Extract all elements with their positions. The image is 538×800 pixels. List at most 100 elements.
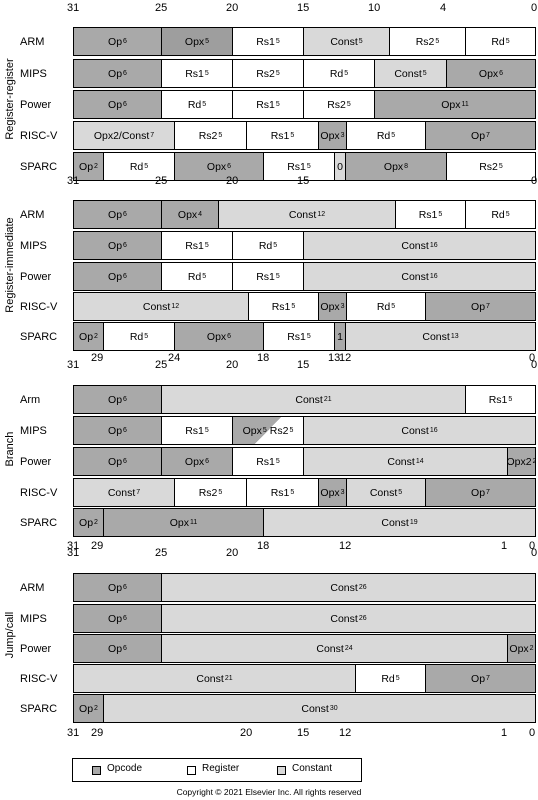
- register-immediate-mips-field-op: Op 6: [73, 231, 162, 260]
- jump-call-sparc-field-text: Op: [79, 702, 94, 715]
- jump-call-arm-field-width: 26: [358, 584, 367, 591]
- branch-sparc-field-text: Opx: [169, 516, 189, 529]
- register-immediate-mips-field-rs1: Rs1 5: [161, 231, 233, 260]
- branch-risc-v-field-text: Op: [471, 486, 486, 499]
- register-register-arm-field-const: Const 5: [303, 27, 390, 56]
- branch-mips-field-text: Const: [401, 424, 429, 437]
- register-immediate-mips-field-width: 5: [273, 242, 278, 249]
- branch-risc-v-field-width: 5: [290, 489, 295, 496]
- branch-power-field-text: Rs1: [256, 455, 275, 468]
- register-register-risc-v-field-text: Rs1: [270, 129, 290, 142]
- register-immediate-risc-v-field-text: Op: [471, 300, 486, 313]
- jump-call-mips-field-text: Const: [330, 612, 358, 625]
- register-register-arm-field-text: Opx: [184, 35, 205, 48]
- register-immediate-risc-v-field-width: 5: [291, 303, 296, 310]
- branch-arm-field-text: Rs1: [488, 393, 508, 406]
- branch-arm-field-width: 21: [323, 396, 332, 403]
- jump-call-arm-field-op: Op 6: [73, 573, 162, 602]
- register-register-risc-v-field-width: 5: [218, 132, 223, 139]
- branch-mips-field-text: Rs2: [269, 424, 289, 437]
- branch-power-field-width: 5: [275, 458, 280, 465]
- jump-call-power-field-text: Const: [316, 642, 344, 655]
- register-register-power-field-opx: Opx 11: [374, 90, 536, 119]
- register-register-arm-field-width: 5: [435, 38, 440, 45]
- jump-call-arm-field-text: Const: [330, 581, 358, 594]
- register-register-sparc-field-text: Opx: [383, 160, 404, 173]
- register-register-mips-field-text: Rd: [329, 67, 344, 80]
- register-register-row-label-sparc: SPARC: [20, 161, 58, 173]
- register-register-sparc-field-opx: Opx 8: [345, 152, 447, 181]
- branch-bottom-tick: 18: [257, 540, 270, 552]
- register-register-power-field-width: 11: [461, 101, 469, 108]
- register-immediate-sparc-field-text: 1: [337, 330, 343, 343]
- jump-call-row-label-mips: MIPS: [20, 613, 47, 625]
- register-immediate-power-field-width: 16: [429, 273, 438, 280]
- jump-call-arm-field-const: Const 26: [161, 573, 536, 602]
- register-immediate-sparc-field-width: 13: [450, 333, 459, 340]
- register-immediate-sparc-field-text: Const: [422, 330, 450, 343]
- branch-power-field-text: Opx: [184, 455, 205, 468]
- register-immediate-sparc-field-text: Rs1: [287, 330, 306, 343]
- register-immediate-mips-field-width: 6: [123, 242, 127, 249]
- branch-section-label: Branch: [4, 431, 16, 467]
- register-register-risc-v-field-width: 7: [486, 132, 490, 139]
- register-immediate-sparc-field-text: Opx: [206, 330, 227, 343]
- register-immediate-mips-field-width: 5: [204, 242, 209, 249]
- register-immediate-sparc-field-const: Const 13: [345, 322, 536, 351]
- branch-mips-field-text: Opx: [242, 424, 262, 437]
- register-register-row-label-risc-v: RISC-V: [20, 130, 58, 142]
- register-immediate-power-field-width: 6: [123, 273, 127, 280]
- branch-sparc-field-opx: Opx 11: [103, 508, 264, 537]
- register-immediate-top-tick: 15: [297, 175, 310, 187]
- register-register-risc-v-field-rd: Rd 5: [346, 121, 426, 150]
- branch-arm-field-const: Const 21: [161, 385, 466, 414]
- register-register-risc-v-field-rs1: Rs1 5: [246, 121, 319, 150]
- register-register-arm-field-op: Op 6: [73, 27, 162, 56]
- register-register-sparc-field-text: Opx: [206, 160, 227, 173]
- register-register-sparc-field-text: Op: [79, 160, 94, 173]
- branch-power-field-width: 6: [205, 458, 210, 465]
- register-register-arm-field-text: Rd: [491, 35, 505, 48]
- register-immediate-section-label: Register-immediate: [4, 217, 16, 313]
- branch-risc-v-field-rs1: Rs1 5: [246, 478, 319, 507]
- register-immediate-arm-field-text: Rs1: [418, 208, 438, 221]
- jump-call-power-field-const: Const 24: [161, 634, 508, 663]
- register-register-mips-field-text: Op: [108, 67, 123, 80]
- register-immediate-risc-v-field-opx: Opx 3: [318, 292, 347, 321]
- register-immediate-arm-field-width: 12: [317, 211, 326, 218]
- jump-call-row-label-risc-v: RISC-V: [20, 673, 58, 685]
- register-register-sparc-field-text: 0: [337, 160, 343, 173]
- branch-arm-field-width: 6: [123, 396, 127, 403]
- branch-risc-v-field-width: 7: [486, 489, 490, 496]
- register-register-mips-field-op: Op 6: [73, 59, 162, 88]
- register-register-sparc-field-text: Rs1: [287, 160, 306, 173]
- branch-sparc-field-text: Op: [79, 516, 94, 529]
- register-register-mips-field-rs1: Rs1 5: [161, 59, 233, 88]
- jump-call-mips-field-width: 6: [123, 615, 127, 622]
- register-immediate-row-label-risc-v: RISC-V: [20, 301, 58, 313]
- branch-top-tick: 15: [297, 359, 310, 371]
- register-register-power-field-text: Rs1: [256, 98, 275, 111]
- branch-mips-field-rs1: Rs1 5: [161, 416, 233, 445]
- register-immediate-arm-field-width: 5: [505, 211, 510, 218]
- register-immediate-sparc-field-width: 5: [144, 333, 149, 340]
- branch-power-field-opx: Opx 6: [161, 447, 233, 476]
- register-register-power-field-rd: Rd 5: [161, 90, 233, 119]
- register-immediate-risc-v-field-const: Const 12: [73, 292, 249, 321]
- branch-risc-v-field-const: Const 5: [346, 478, 426, 507]
- jump-call-power-field-width: 2: [529, 645, 534, 652]
- register-register-arm-field-width: 5: [358, 38, 363, 45]
- jump-call-risc-v-field-op: Op 7: [425, 664, 536, 693]
- register-register-sparc-field-width: 6: [227, 163, 232, 170]
- register-register-arm-field-text: Const: [330, 35, 358, 48]
- register-register-row-label-arm: ARM: [20, 36, 45, 48]
- register-register-power-field-text: Rs2: [327, 98, 346, 111]
- jump-call-sparc-field-op: Op 2: [73, 694, 104, 723]
- jump-call-risc-v-field-rd: Rd 5: [355, 664, 426, 693]
- legend-constant-swatch: [277, 766, 286, 775]
- branch-risc-v-field-text: Const: [107, 486, 136, 499]
- branch-bottom-tick: 12: [339, 540, 352, 552]
- jump-call-power-field-op: Op 6: [73, 634, 162, 663]
- branch-mips-field-width: 5: [289, 427, 294, 434]
- register-immediate-bottom-tick: 12: [339, 352, 352, 364]
